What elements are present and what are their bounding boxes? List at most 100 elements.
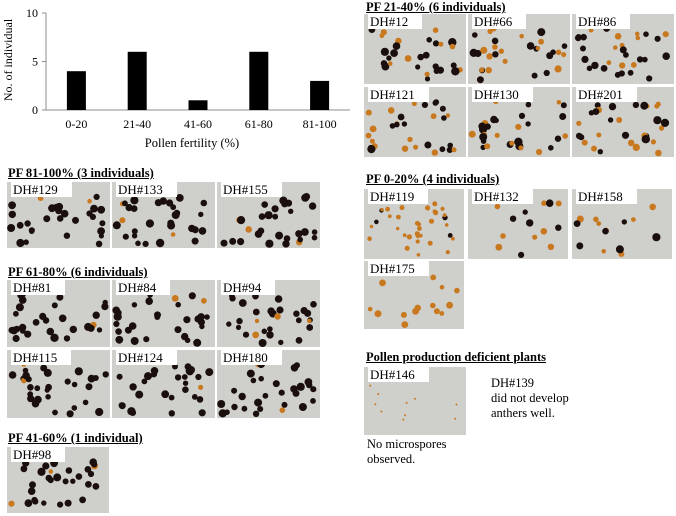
sterile-pollen-grain [379, 279, 386, 287]
fertile-pollen-grain [304, 378, 313, 386]
fertile-pollen-grain [478, 122, 486, 131]
fertile-pollen-grain [261, 328, 268, 335]
fertile-pollen-grain [580, 33, 587, 41]
sterile-pollen-grain [576, 120, 582, 126]
dh139-note: DH#139 did not develop anthers well. [491, 376, 569, 420]
fertile-pollen-grain [607, 117, 614, 123]
fertile-pollen-grain [546, 52, 554, 60]
sterile-pollen-grain [439, 311, 445, 316]
fertile-pollen-grain [130, 196, 139, 205]
sterile-pollen-grain [374, 403, 377, 406]
sterile-pollen-grain [274, 313, 281, 320]
fertile-pollen-grain [386, 55, 392, 61]
fertile-pollen-grain [181, 374, 188, 380]
sterile-pollen-grain [198, 384, 204, 390]
sterile-pollen-grain [556, 100, 562, 105]
fertile-pollen-grain [224, 409, 230, 415]
fertile-pollen-grain [116, 373, 123, 380]
sterile-pollen-grain [396, 226, 400, 231]
pollen-grains [8, 290, 109, 343]
sterile-pollen-grain [601, 248, 606, 254]
fertile-pollen-grain [262, 392, 269, 399]
sterile-pollen-grain [498, 48, 504, 54]
sterile-pollen-grain [401, 321, 409, 328]
fertile-pollen-grain [85, 383, 93, 391]
sample-label: DH#155 [221, 182, 282, 197]
fertile-pollen-grain [87, 470, 95, 478]
fertile-pollen-grain [175, 194, 184, 202]
fertile-pollen-grain [491, 37, 499, 45]
sterile-pollen-grain [417, 226, 422, 231]
fertile-pollen-grain [112, 221, 121, 230]
sterile-pollen-grain [440, 206, 445, 211]
fertile-pollen-grain [174, 326, 182, 334]
fertile-pollen-grain [554, 135, 562, 142]
fertile-pollen-grain [70, 478, 76, 484]
fertile-pollen-grain [380, 60, 388, 67]
fertile-pollen-grain [389, 123, 396, 129]
pollen-grains [368, 26, 463, 82]
sterile-pollen-grain [515, 123, 522, 130]
fertile-pollen-grain [72, 216, 79, 224]
fertile-pollen-grain [193, 338, 202, 347]
fertile-pollen-grain [537, 28, 546, 37]
fertile-pollen-grain [58, 314, 67, 323]
fertile-pollen-grain [302, 193, 311, 201]
fertile-pollen-grain [285, 199, 293, 207]
sterile-pollen-grain [369, 224, 374, 229]
sterile-pollen-grain [538, 38, 544, 45]
fertile-pollen-grain [198, 211, 204, 218]
fertile-pollen-grain [397, 113, 405, 121]
fertile-pollen-grain [484, 123, 491, 130]
fertile-pollen-grain [238, 392, 246, 401]
pollen-grains [116, 363, 214, 417]
sterile-pollen-grain [374, 310, 382, 318]
pollen-grains [217, 360, 317, 418]
fertile-pollen-grain [71, 405, 78, 411]
section-title-pf61-80: PF 61-80% (6 individuals) [8, 265, 148, 279]
fertile-pollen-grain [115, 335, 124, 344]
fertile-pollen-grain [640, 101, 649, 110]
sterile-pollen-grain [655, 149, 662, 157]
fertile-pollen-grain [50, 333, 59, 342]
pollen-fertility-bar-chart: No. of individual Pollen fertility (%) 0… [1, 6, 350, 150]
fertile-pollen-grain [236, 317, 243, 325]
sterile-pollen-grain [547, 243, 555, 250]
fertile-pollen-grain [45, 394, 51, 400]
fertile-pollen-grain [154, 314, 161, 320]
fertile-pollen-grain [43, 215, 51, 223]
micrograph-dh115: DH#115 [7, 350, 110, 418]
pollen-grains [367, 274, 460, 328]
fertile-pollen-grain [95, 407, 104, 417]
fertile-pollen-grain [89, 213, 96, 220]
fertile-pollen-grain [422, 51, 430, 59]
sterile-pollen-grain [445, 250, 450, 255]
fertile-pollen-grain [293, 310, 300, 317]
fertile-pollen-grain [447, 233, 453, 238]
fertile-pollen-grain [7, 224, 16, 232]
sterile-pollen-grain [480, 46, 488, 54]
fertile-pollen-grain [182, 380, 189, 386]
fertile-pollen-grain [24, 330, 32, 338]
sterile-pollen-grain [430, 302, 436, 309]
fertile-pollen-grain [229, 295, 236, 302]
fertile-pollen-grain [97, 227, 105, 235]
fertile-pollen-grain [621, 219, 627, 225]
sterile-pollen-grain [431, 149, 438, 156]
fertile-pollen-grain [282, 240, 290, 248]
fertile-pollen-grain [295, 337, 303, 344]
fertile-pollen-grain [526, 219, 534, 227]
no-microspores-note: No microspores observed. [367, 437, 447, 466]
fertile-pollen-grain [220, 239, 228, 247]
fertile-pollen-grain [401, 121, 408, 127]
sterile-pollen-grain [650, 139, 656, 145]
pollen-grains [573, 203, 661, 257]
fertile-pollen-grain [195, 373, 202, 381]
fertile-pollen-grain [13, 310, 19, 317]
micrograph-dh12: DH#12 [364, 14, 466, 84]
sterile-pollen-grain [400, 311, 407, 318]
fertile-pollen-grain [600, 65, 608, 72]
pollen-grains [574, 25, 670, 82]
fertile-pollen-grain [525, 121, 531, 127]
fertile-pollen-grain [32, 319, 40, 326]
